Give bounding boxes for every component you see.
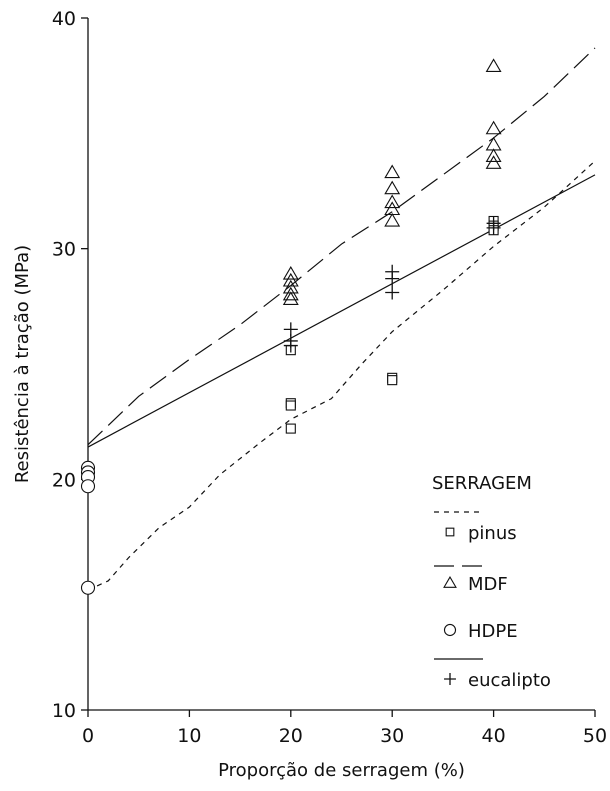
marker-pinus bbox=[285, 423, 296, 434]
marker-mdf bbox=[485, 155, 502, 169]
marker-mdf bbox=[485, 58, 502, 73]
marker-mdf bbox=[282, 291, 299, 306]
legend-title: SERRAGEM bbox=[432, 473, 532, 494]
fit-line-mdf bbox=[87, 47, 596, 446]
fit-lines bbox=[87, 47, 596, 591]
legend: SERRAGEM pinus MDF HDPE eucalipto bbox=[432, 473, 551, 691]
markers bbox=[80, 58, 502, 595]
y-axis-title: Resistência à tração (MPa) bbox=[12, 245, 33, 483]
legend-label-eucalipto: eucalipto bbox=[468, 670, 551, 691]
marker-hdpe bbox=[80, 580, 96, 595]
marker-hdpe bbox=[80, 479, 96, 494]
fit-line-eucalipto bbox=[87, 174, 596, 448]
legend-label-mdf: MDF bbox=[468, 574, 508, 595]
y-tick-label: 10 bbox=[52, 700, 76, 722]
marker-mdf bbox=[384, 194, 401, 209]
legend-marker-hdpe bbox=[443, 623, 457, 637]
legend-marker-pinus bbox=[445, 527, 455, 537]
marker-eucalipto bbox=[385, 285, 400, 300]
legend-marker-mdf bbox=[443, 575, 457, 588]
marker-mdf bbox=[485, 148, 502, 162]
marker-mdf bbox=[282, 286, 299, 301]
legend-label-hdpe: HDPE bbox=[468, 621, 518, 642]
fit-line-pinus bbox=[87, 160, 596, 591]
marker-mdf bbox=[485, 120, 502, 135]
marker-mdf bbox=[485, 136, 502, 151]
x-tick-label: 40 bbox=[482, 725, 506, 747]
x-axis-title: Proporção de serragem (%) bbox=[218, 760, 465, 781]
marker-mdf bbox=[384, 180, 401, 195]
legend-marker-eucalipto bbox=[444, 673, 456, 685]
marker-eucalipto bbox=[385, 271, 400, 286]
marker-mdf bbox=[282, 272, 299, 287]
x-tick-label: 30 bbox=[380, 725, 404, 747]
marker-eucalipto bbox=[486, 220, 501, 235]
x-tick-label: 10 bbox=[177, 725, 201, 747]
marker-mdf bbox=[384, 164, 401, 179]
marker-pinus bbox=[285, 400, 296, 411]
x-tick-label: 0 bbox=[82, 725, 94, 747]
x-tick-label: 50 bbox=[583, 725, 607, 747]
axes: 0 10 20 30 40 50 10 20 30 40 Proporção de serragem… bbox=[12, 8, 607, 781]
marker-pinus bbox=[387, 375, 398, 386]
legend-label-pinus: pinus bbox=[468, 523, 517, 544]
x-tick-label: 20 bbox=[279, 725, 303, 747]
marker-eucalipto bbox=[283, 338, 298, 353]
y-tick-label: 20 bbox=[52, 469, 76, 491]
y-tick-label: 30 bbox=[52, 239, 76, 261]
y-tick-label: 40 bbox=[52, 8, 76, 30]
marker-mdf bbox=[282, 265, 299, 280]
marker-mdf bbox=[384, 212, 401, 227]
